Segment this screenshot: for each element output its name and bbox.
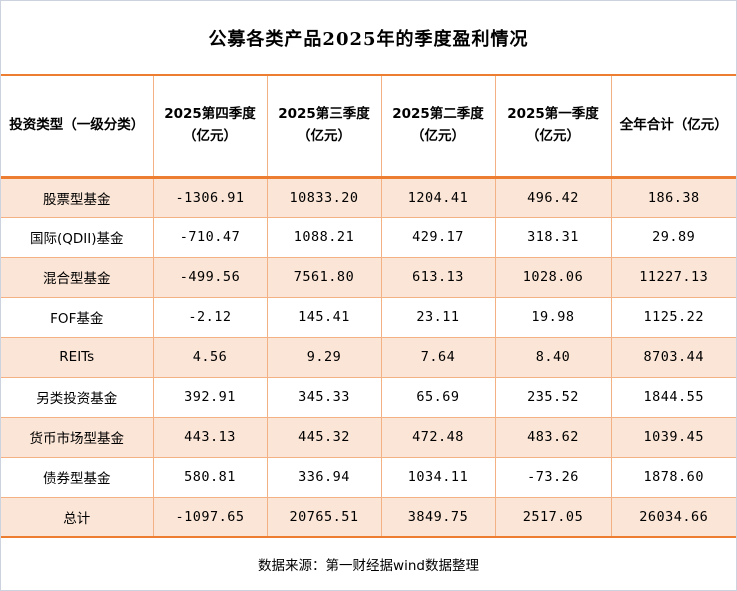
table-row: 混合型基金 -499.56 7561.80 613.13 1028.06 11227.13 [1, 256, 736, 297]
value-cell: -710.47 [152, 216, 268, 257]
value-cell: 318.31 [494, 216, 612, 257]
value-cell: 235.52 [494, 376, 612, 417]
page-title: 公募各类产品2025年的季度盈利情况 [208, 28, 529, 50]
value-cell: 19.98 [494, 296, 612, 337]
value-cell: 186.38 [610, 177, 736, 217]
table-row: REITs 4.56 9.29 7.64 8.40 8703.44 [1, 336, 736, 377]
value-cell: 580.81 [152, 456, 268, 497]
row-label: 国际(QDII)基金 [1, 216, 154, 257]
value-cell: -499.56 [152, 256, 268, 297]
row-label: 混合型基金 [1, 256, 154, 297]
value-cell: 429.17 [380, 216, 496, 257]
value-cell: 445.32 [266, 416, 382, 457]
row-label: FOF基金 [1, 296, 154, 337]
data-source-text: 数据来源：第一财经据wind数据整理 [258, 558, 479, 574]
table-header: 投资类型（一级分类） 2025第四季度 （亿元） 2025第三季度 （亿元） 2… [1, 76, 736, 179]
footer: 数据来源：第一财经据wind数据整理 [1, 538, 736, 590]
value-cell: 1088.21 [266, 216, 382, 257]
value-cell: -73.26 [494, 456, 612, 497]
value-cell: 7.64 [380, 336, 496, 377]
table-row: 国际(QDII)基金 -710.47 1088.21 429.17 318.31 29.8… [1, 216, 736, 257]
value-cell: 1204.41 [380, 177, 496, 217]
value-cell: 23.11 [380, 296, 496, 337]
header-q3: 2025第三季度 （亿元） [266, 76, 382, 179]
value-cell: 392.91 [152, 376, 268, 417]
value-cell: 11227.13 [610, 256, 736, 297]
value-cell: 345.33 [266, 376, 382, 417]
value-cell: 1034.11 [380, 456, 496, 497]
header-row: 投资类型（一级分类） 2025第四季度 （亿元） 2025第三季度 （亿元） 2… [1, 76, 736, 179]
value-cell: 443.13 [152, 416, 268, 457]
header-q2: 2025第二季度 （亿元） [380, 76, 496, 179]
table-row: 货币市场型基金 443.13 445.32 472.48 483.62 1039.45 [1, 416, 736, 457]
value-cell: 8703.44 [610, 336, 736, 377]
row-label: 另类投资基金 [1, 376, 154, 417]
table-body: 股票型基金 -1306.91 10833.20 1204.41 496.42 186.38… [1, 177, 736, 538]
value-cell: 10833.20 [266, 177, 382, 217]
table-row: 债券型基金 580.81 336.94 1034.11 -73.26 1878.60 [1, 456, 736, 497]
value-cell: 336.94 [266, 456, 382, 497]
value-cell: -1306.91 [152, 177, 268, 217]
row-label: 总计 [1, 496, 154, 538]
row-label: 债券型基金 [1, 456, 154, 497]
value-cell: 1878.60 [610, 456, 736, 497]
value-cell: -1097.65 [152, 496, 268, 538]
value-cell: 8.40 [494, 336, 612, 377]
value-cell: 2517.05 [494, 496, 612, 538]
header-annual-total: 全年合计（亿元） [610, 76, 736, 179]
value-cell: 1844.55 [610, 376, 736, 417]
row-label: REITs [1, 336, 154, 377]
value-cell: 1028.06 [494, 256, 612, 297]
value-cell: 4.56 [152, 336, 268, 377]
value-cell: 7561.80 [266, 256, 382, 297]
value-cell: 3849.75 [380, 496, 496, 538]
value-cell: 9.29 [266, 336, 382, 377]
value-cell: 483.62 [494, 416, 612, 457]
profit-table: 投资类型（一级分类） 2025第四季度 （亿元） 2025第三季度 （亿元） 2… [1, 76, 736, 538]
table-row: 股票型基金 -1306.91 10833.20 1204.41 496.42 186.38 [1, 177, 736, 217]
value-cell: 1039.45 [610, 416, 736, 457]
table-row: FOF基金 -2.12 145.41 23.11 19.98 1125.22 [1, 296, 736, 337]
value-cell: 145.41 [266, 296, 382, 337]
value-cell: -2.12 [152, 296, 268, 337]
value-cell: 1125.22 [610, 296, 736, 337]
header-investment-type: 投资类型（一级分类） [1, 76, 154, 179]
value-cell: 472.48 [380, 416, 496, 457]
table-row: 另类投资基金 392.91 345.33 65.69 235.52 1844.55 [1, 376, 736, 417]
value-cell: 496.42 [494, 177, 612, 217]
table-row: 总计 -1097.65 20765.51 3849.75 2517.05 26034.66 [1, 496, 736, 538]
header-q1: 2025第一季度 （亿元） [494, 76, 612, 179]
value-cell: 65.69 [380, 376, 496, 417]
value-cell: 29.89 [610, 216, 736, 257]
value-cell: 20765.51 [266, 496, 382, 538]
row-label: 股票型基金 [1, 177, 154, 217]
value-cell: 613.13 [380, 256, 496, 297]
row-label: 货币市场型基金 [1, 416, 154, 457]
value-cell: 26034.66 [610, 496, 736, 538]
title-bar: 公募各类产品2025年的季度盈利情况 [1, 1, 736, 76]
header-q4: 2025第四季度 （亿元） [152, 76, 268, 179]
